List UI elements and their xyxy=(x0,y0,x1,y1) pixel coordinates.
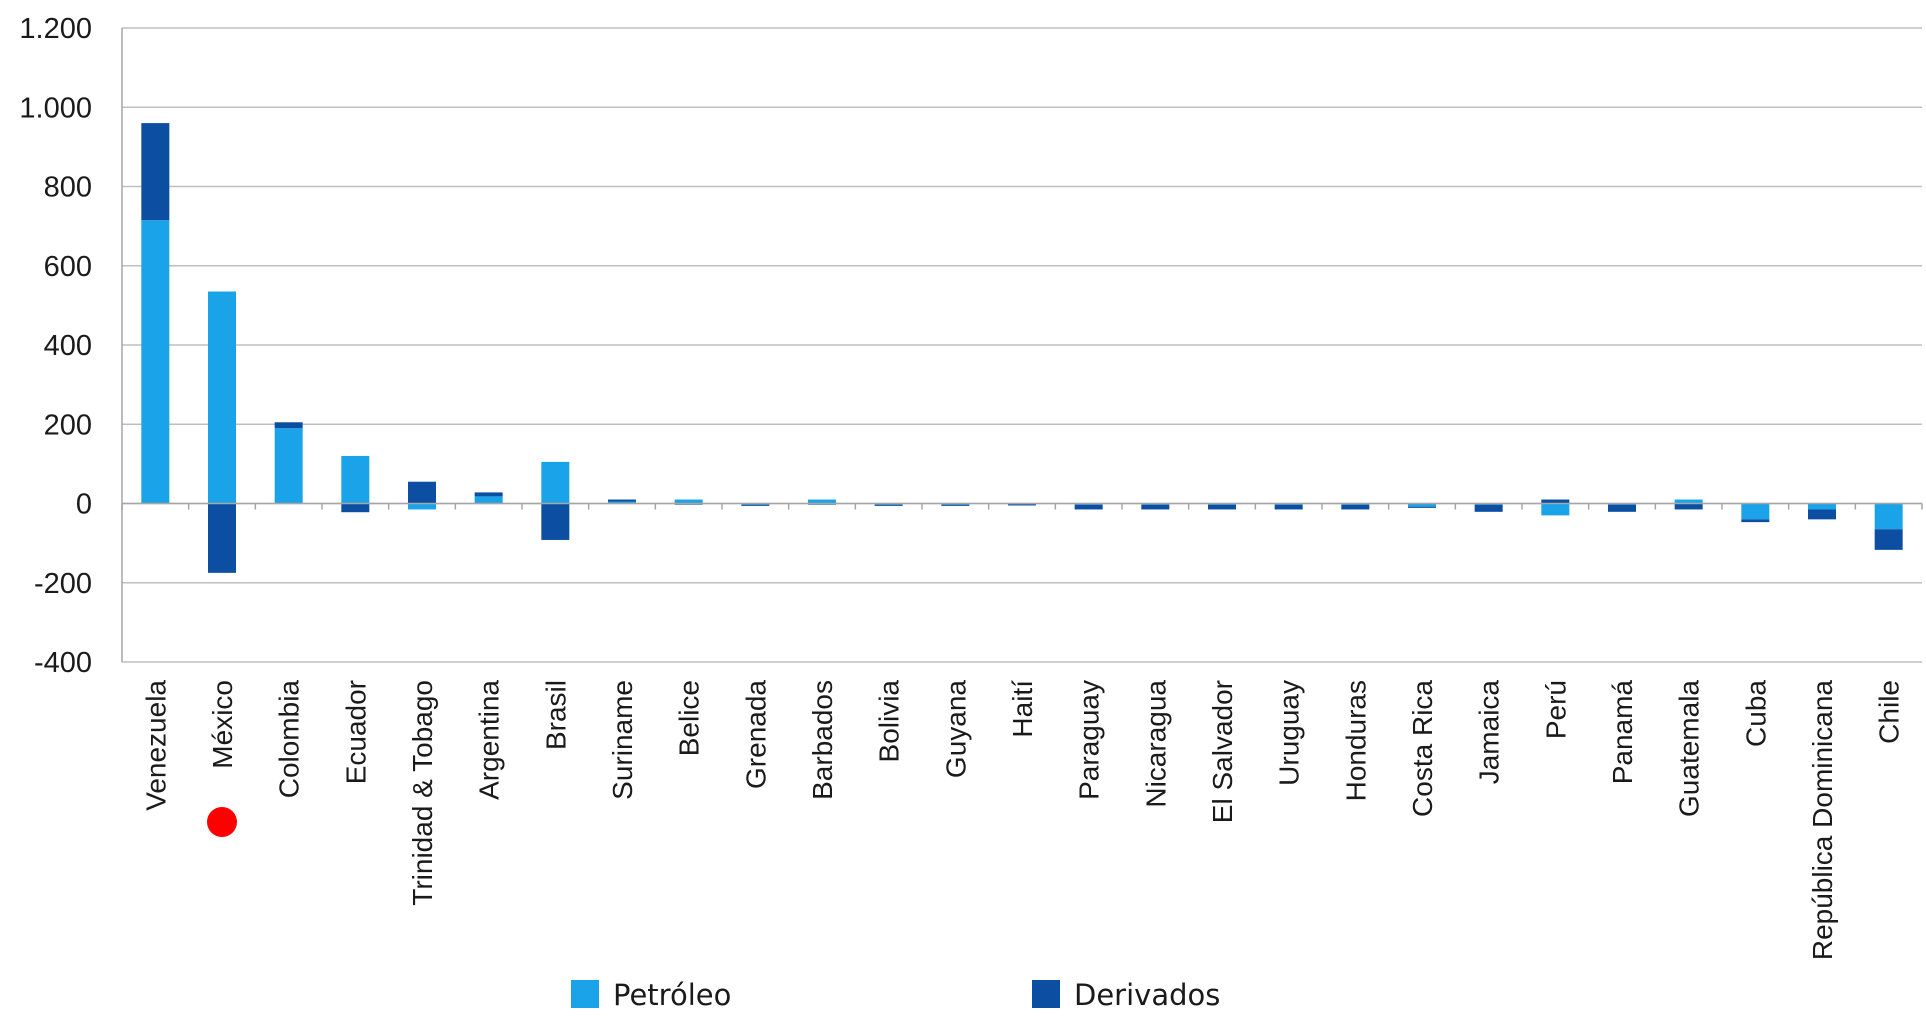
bar-derivados xyxy=(1808,509,1836,520)
x-category-label: Paraguay xyxy=(1074,680,1105,800)
x-category-label: Perú xyxy=(1540,680,1571,739)
bar-derivados xyxy=(341,503,370,513)
x-category-label: Costa Rica xyxy=(1407,680,1438,817)
bar-petroleo xyxy=(408,503,436,510)
x-category-label: Grenada xyxy=(740,680,771,789)
y-tick-label: -200 xyxy=(34,568,92,600)
x-category-label: Uruguay xyxy=(1274,680,1305,786)
bar-derivados xyxy=(1874,529,1903,550)
bar-derivados xyxy=(1341,504,1370,510)
x-category-label: Haití xyxy=(1007,680,1038,738)
bar-derivados xyxy=(741,504,770,506)
y-tick-label: -400 xyxy=(34,647,92,679)
x-axis-category-labels: Venezuela México Colombia Ecuador Trinidad &… xyxy=(140,680,1904,961)
x-category-label: Guatemala xyxy=(1674,680,1705,817)
bar-derivados xyxy=(1608,504,1636,512)
x-category-label: Jamaica xyxy=(1474,680,1505,785)
bar-derivados xyxy=(1208,504,1236,510)
bar-derivados xyxy=(474,492,503,497)
bar-derivados xyxy=(1008,504,1036,506)
x-category-label: México xyxy=(207,680,238,769)
bar-petroleo xyxy=(1741,503,1770,520)
y-tick-label: 400 xyxy=(44,330,92,362)
x-category-label: Venezuela xyxy=(140,680,171,811)
bar-derivados xyxy=(1074,504,1103,510)
x-category-label: Cuba xyxy=(1740,680,1771,747)
bar-petroleo xyxy=(1541,503,1570,516)
x-category-label: Chile xyxy=(1874,680,1905,744)
x-category-label: Barbados xyxy=(807,680,838,800)
bar-derivados xyxy=(1674,503,1703,510)
legend: Petróleo Derivados xyxy=(571,978,1220,1012)
bar-derivados xyxy=(1474,504,1503,512)
y-tick-label: 600 xyxy=(44,251,92,283)
bar-petroleo xyxy=(1408,503,1436,507)
bar-derivados xyxy=(541,503,570,540)
y-tick-label: 1.200 xyxy=(19,13,92,45)
gridlines xyxy=(122,27,1922,663)
bar-derivados xyxy=(1408,506,1436,508)
x-category-label: Nicaragua xyxy=(1140,680,1171,808)
legend-swatch-petroleo xyxy=(571,980,599,1008)
highlight-dot-icon xyxy=(207,807,237,837)
bar-derivados xyxy=(408,481,436,504)
x-category-label: Suriname xyxy=(607,680,638,800)
bar-petroleo xyxy=(208,291,236,504)
y-tick-label: 0 xyxy=(76,489,92,521)
bar-petroleo xyxy=(274,428,303,504)
x-category-label: República Dominicana xyxy=(1807,680,1838,961)
bar-derivados xyxy=(1741,519,1770,523)
bar-petroleo xyxy=(608,501,636,504)
bar-derivados xyxy=(1274,504,1303,510)
bar-petroleo xyxy=(474,496,503,504)
y-tick-label: 1.000 xyxy=(19,92,92,124)
x-category-label: Ecuador xyxy=(340,680,371,784)
y-axis-tick-labels: -400 -200 0 200 400 600 800 1.000 1.200 xyxy=(19,13,92,679)
bar-derivados xyxy=(274,422,303,429)
annotation-markers xyxy=(207,807,237,837)
x-category-label: Panamá xyxy=(1607,680,1638,785)
bar-derivados xyxy=(141,123,170,221)
legend-label-petroleo: Petróleo xyxy=(613,978,731,1012)
bar-petroleo xyxy=(1874,503,1903,530)
bar-petroleo xyxy=(1674,499,1703,504)
x-category-label: Belice xyxy=(674,680,705,756)
bar-derivados xyxy=(874,504,903,506)
bar-petroleo xyxy=(674,499,703,504)
bar-petroleo xyxy=(341,455,370,504)
x-category-label: Honduras xyxy=(1340,680,1371,801)
x-category-label: El Salvador xyxy=(1207,680,1238,823)
bar-derivados xyxy=(1541,499,1570,504)
bars xyxy=(141,123,1903,573)
x-category-label: Guyana xyxy=(940,680,971,778)
bar-derivados xyxy=(1141,504,1170,510)
axes xyxy=(121,28,1923,662)
x-category-label: Bolivia xyxy=(874,680,905,763)
x-category-label: Brasil xyxy=(540,680,571,750)
y-tick-label: 200 xyxy=(44,409,92,441)
legend-label-derivados: Derivados xyxy=(1074,978,1220,1012)
bar-petroleo xyxy=(808,499,836,504)
x-category-label: Colombia xyxy=(274,680,305,799)
bar-derivados xyxy=(941,504,970,506)
bar-petroleo xyxy=(541,461,570,504)
y-tick-label: 800 xyxy=(44,172,92,204)
bar-derivados xyxy=(608,499,636,502)
legend-swatch-derivados xyxy=(1032,980,1060,1008)
bar-derivados xyxy=(208,503,236,573)
bar-petroleo xyxy=(1808,503,1836,510)
bar-petroleo xyxy=(141,220,170,504)
x-category-label: Trinidad & Tobago xyxy=(407,680,438,906)
x-category-label: Argentina xyxy=(474,680,505,800)
